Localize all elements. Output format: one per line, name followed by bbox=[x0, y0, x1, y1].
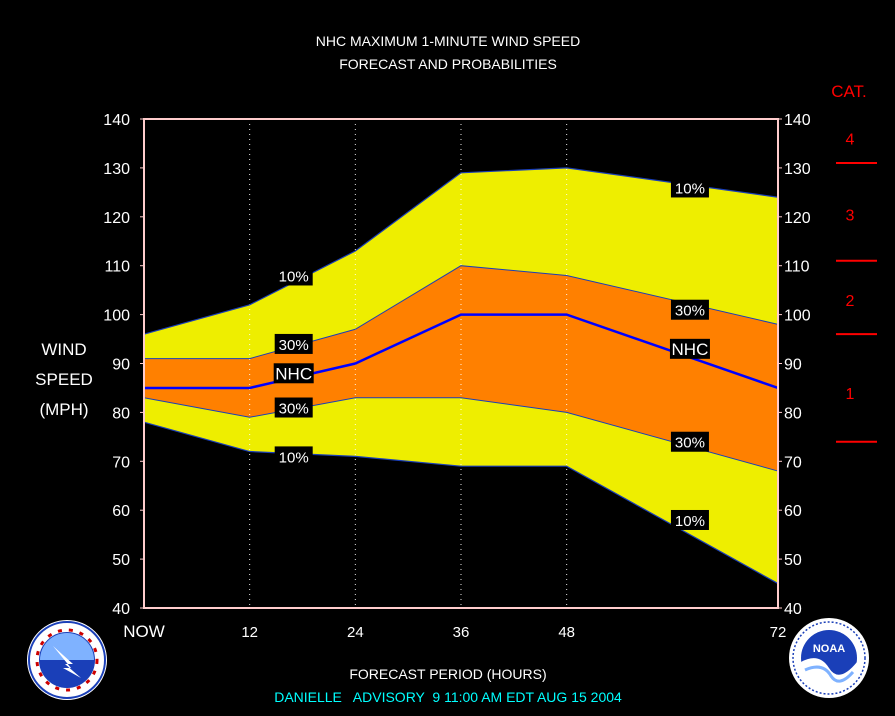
line-upper-10 bbox=[143, 167, 779, 335]
category-label: 1 bbox=[846, 386, 855, 403]
nhc-forecast-line bbox=[144, 313, 779, 390]
x-tick-label: 24 bbox=[347, 624, 364, 641]
category-label: 2 bbox=[846, 293, 855, 310]
y-tick-label-left: 80 bbox=[112, 405, 130, 422]
band-label-bg bbox=[274, 446, 313, 467]
band-label: 10% bbox=[675, 180, 705, 197]
line-lower-10 bbox=[143, 421, 779, 585]
y-axis-label-line1: WIND bbox=[41, 340, 86, 359]
x-axis-ticks: NOW 12 24 36 48 72 bbox=[123, 622, 786, 641]
band-label-bg bbox=[670, 431, 709, 452]
y-tick-label-left: 130 bbox=[103, 161, 130, 178]
noaa-logo-icon: NOAA bbox=[789, 618, 869, 698]
y-tick-label-right: 130 bbox=[784, 161, 811, 178]
y-tick-label-left: 140 bbox=[103, 112, 130, 129]
y-axis-label-line2: SPEED bbox=[35, 370, 93, 389]
band-label: 30% bbox=[675, 303, 705, 320]
category-label: 3 bbox=[846, 207, 855, 224]
band-label: NHC bbox=[275, 364, 312, 383]
y-tick-label-left: 110 bbox=[104, 259, 130, 276]
svg-text:NOAA: NOAA bbox=[813, 643, 845, 655]
y-tick-label-left: 60 bbox=[112, 503, 130, 520]
y-tick-label-right: 50 bbox=[784, 552, 802, 569]
y-tick-label-right: 110 bbox=[784, 259, 810, 276]
y-tick-label-left: 90 bbox=[112, 357, 130, 374]
chart-title-line1: NHC MAXIMUM 1-MINUTE WIND SPEED bbox=[316, 33, 580, 49]
advisory-text: DANIELLE ADVISORY 9 11:00 AM EDT AUG 15 … bbox=[274, 689, 622, 705]
y-tick-label-right: 140 bbox=[784, 112, 811, 129]
x-tick-label: 72 bbox=[770, 624, 787, 641]
band-label: 10% bbox=[279, 449, 309, 466]
band-labels: 10% 30% NHC 30% 10% 10% 30% NHC 30% 10% bbox=[273, 177, 710, 530]
band-label: 10% bbox=[675, 513, 705, 530]
x-tick-label: 48 bbox=[558, 624, 575, 641]
band-label-bg bbox=[670, 177, 709, 198]
y-tick-label-right: 60 bbox=[784, 503, 802, 520]
y-tick-label-right: 40 bbox=[784, 601, 802, 618]
x-tick-label: 12 bbox=[241, 624, 258, 641]
forecast-lines bbox=[143, 167, 779, 585]
band-label-bg bbox=[274, 265, 313, 286]
band-label-bg bbox=[670, 299, 709, 320]
category-label: 4 bbox=[846, 132, 855, 149]
y-tick-label-left: 100 bbox=[103, 308, 130, 325]
y-tick-label-right: 70 bbox=[784, 454, 802, 471]
band-label: 30% bbox=[675, 435, 705, 452]
line-upper-30 bbox=[144, 265, 779, 360]
y-tick-label-right: 90 bbox=[784, 357, 802, 374]
category-scale: 4 3 2 1 bbox=[836, 132, 877, 443]
band-label: NHC bbox=[672, 340, 709, 359]
x-tick-label: NOW bbox=[123, 622, 165, 641]
band-label: 30% bbox=[279, 337, 309, 354]
y-tick-label-left: 50 bbox=[112, 552, 130, 569]
band-label: 10% bbox=[279, 268, 309, 285]
y-tick-label-left: 70 bbox=[112, 454, 130, 471]
y-tick-label-right: 80 bbox=[784, 405, 802, 422]
band-label: 30% bbox=[279, 401, 309, 418]
y-axis-ticks: 40 40 50 50 60 60 70 70 80 80 90 90 100 100 110 110 120 1… bbox=[103, 112, 811, 618]
band-label-bg bbox=[274, 333, 313, 354]
band-label-bg bbox=[273, 363, 314, 384]
band-label-bg bbox=[669, 338, 710, 359]
y-tick-label-right: 100 bbox=[784, 308, 811, 325]
category-header: CAT. bbox=[831, 82, 867, 101]
line-lower-30 bbox=[143, 397, 779, 472]
x-axis-label: FORECAST PERIOD (HOURS) bbox=[349, 666, 546, 682]
y-tick-label-left: 40 bbox=[112, 601, 130, 618]
x-tick-label: 36 bbox=[453, 624, 470, 641]
probability-bands bbox=[144, 167, 778, 584]
y-axis-label-line3: (MPH) bbox=[39, 400, 88, 419]
band-label-bg bbox=[670, 509, 709, 530]
y-tick-label-left: 120 bbox=[103, 210, 130, 227]
band-label-bg bbox=[274, 397, 313, 418]
y-tick-label-right: 120 bbox=[784, 210, 811, 227]
band-30-percent bbox=[144, 265, 778, 472]
chart-title-line2: FORECAST AND PROBABILITIES bbox=[339, 56, 557, 72]
nws-logo-icon bbox=[27, 620, 107, 700]
